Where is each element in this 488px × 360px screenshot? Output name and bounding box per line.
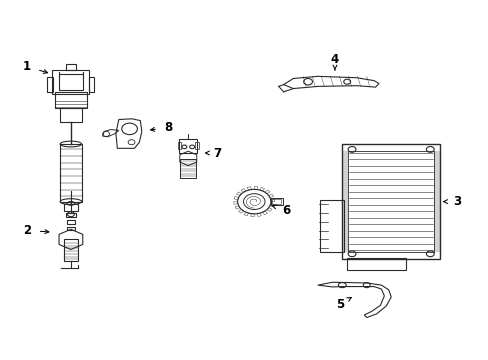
Bar [320,200,343,252]
Bar [177,142,181,149]
Text: 1: 1 [23,60,31,73]
Bar [60,144,81,202]
Text: 3: 3 [452,195,460,208]
Bar [67,227,75,230]
Bar [270,198,282,205]
Bar [347,151,433,252]
Bar [179,139,197,153]
Text: 5: 5 [335,298,343,311]
Bar [47,77,53,92]
Text: 6: 6 [282,204,289,217]
Bar [59,74,83,90]
Bar [271,199,280,204]
Text: 2: 2 [23,224,31,237]
Bar [63,239,78,261]
Bar [55,92,86,108]
Bar [64,204,78,211]
Bar [180,159,196,178]
Bar [66,220,75,224]
Bar [346,258,405,270]
Text: 7: 7 [213,147,221,159]
Bar [88,77,94,92]
Bar [342,144,439,259]
Bar [52,70,89,94]
Bar [195,142,199,149]
Text: 8: 8 [164,121,172,134]
Bar [60,108,81,122]
Bar [65,213,76,217]
Bar [66,64,76,70]
Text: 4: 4 [330,53,338,66]
